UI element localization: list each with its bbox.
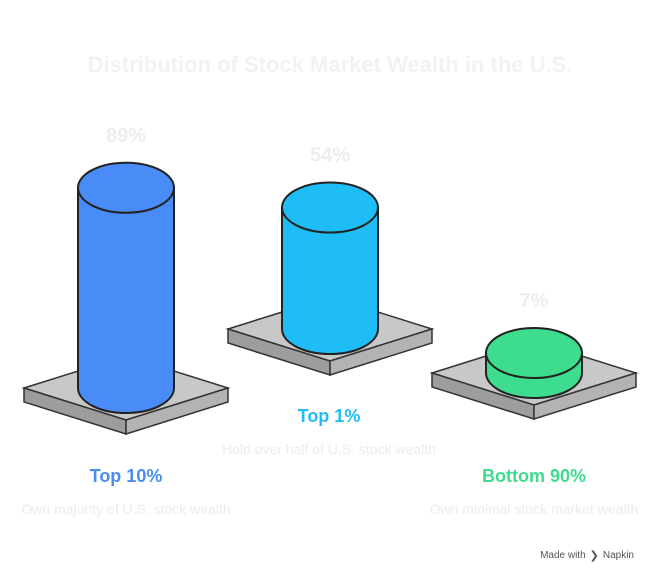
- value-label-top-10: 89%: [106, 125, 146, 147]
- napkin-logo-icon: ❯: [589, 550, 599, 562]
- bar-top-10: [77, 186, 175, 414]
- category-label-top-10: Top 10%: [89, 466, 163, 486]
- description-top-1: Hold over half of U.S. stock wealth: [222, 441, 436, 457]
- brand-name: Napkin: [602, 550, 634, 561]
- footer-credit: Made with ❯ Napkin: [540, 549, 634, 562]
- made-with-text: Made with: [540, 550, 586, 561]
- bar-top-top-10: [77, 161, 175, 214]
- bar-top-bottom-90: [485, 327, 583, 379]
- category-label-top-1: Top 1%: [297, 406, 361, 426]
- chart-title: Distribution of Stock Market Wealth in t…: [87, 52, 573, 77]
- platform-right-bottom-90: [533, 371, 637, 421]
- description-bottom-90: Own minimal stock market wealth: [429, 501, 639, 517]
- platform-right-top-10: [125, 386, 229, 436]
- value-label-top-1: 54%: [310, 145, 350, 167]
- category-label-bottom-90: Bottom 90%: [481, 466, 586, 486]
- description-top-10: Own majority of U.S. stock wealth: [21, 501, 231, 517]
- bar-top-1: [281, 206, 379, 355]
- value-label-bottom-90: 7%: [520, 290, 549, 312]
- bar-top-top-1: [281, 181, 379, 234]
- platform-right-top-1: [329, 327, 433, 377]
